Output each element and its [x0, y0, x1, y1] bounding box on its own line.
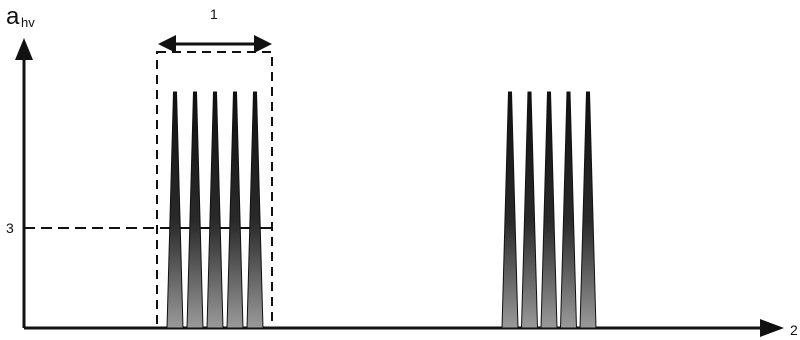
pulse-spike — [501, 91, 519, 329]
pulse-spike — [559, 91, 578, 329]
level-marker-label: 3 — [6, 220, 14, 236]
y-axis-arrowhead — [15, 38, 33, 60]
pulse-spike — [246, 91, 264, 329]
pulse-spike — [226, 91, 244, 329]
width-marker-label: 1 — [210, 6, 218, 22]
width-arrow-right-head — [254, 35, 272, 53]
pulse-spike — [206, 91, 224, 329]
y-axis-label-sub: hv — [21, 15, 35, 30]
x-axis-label: 2 — [790, 322, 798, 338]
x-axis-arrowhead — [760, 319, 784, 337]
pulse-spike — [520, 91, 539, 329]
pulse-group-first — [166, 91, 264, 329]
pulse-group-second — [501, 91, 597, 329]
y-axis-label-main: a — [6, 3, 20, 30]
pulse-spike — [540, 91, 558, 329]
pulse-spike — [186, 91, 204, 329]
pulse-spike — [166, 91, 184, 329]
width-arrow-left-head — [158, 35, 176, 53]
pulse-spike — [579, 91, 597, 329]
